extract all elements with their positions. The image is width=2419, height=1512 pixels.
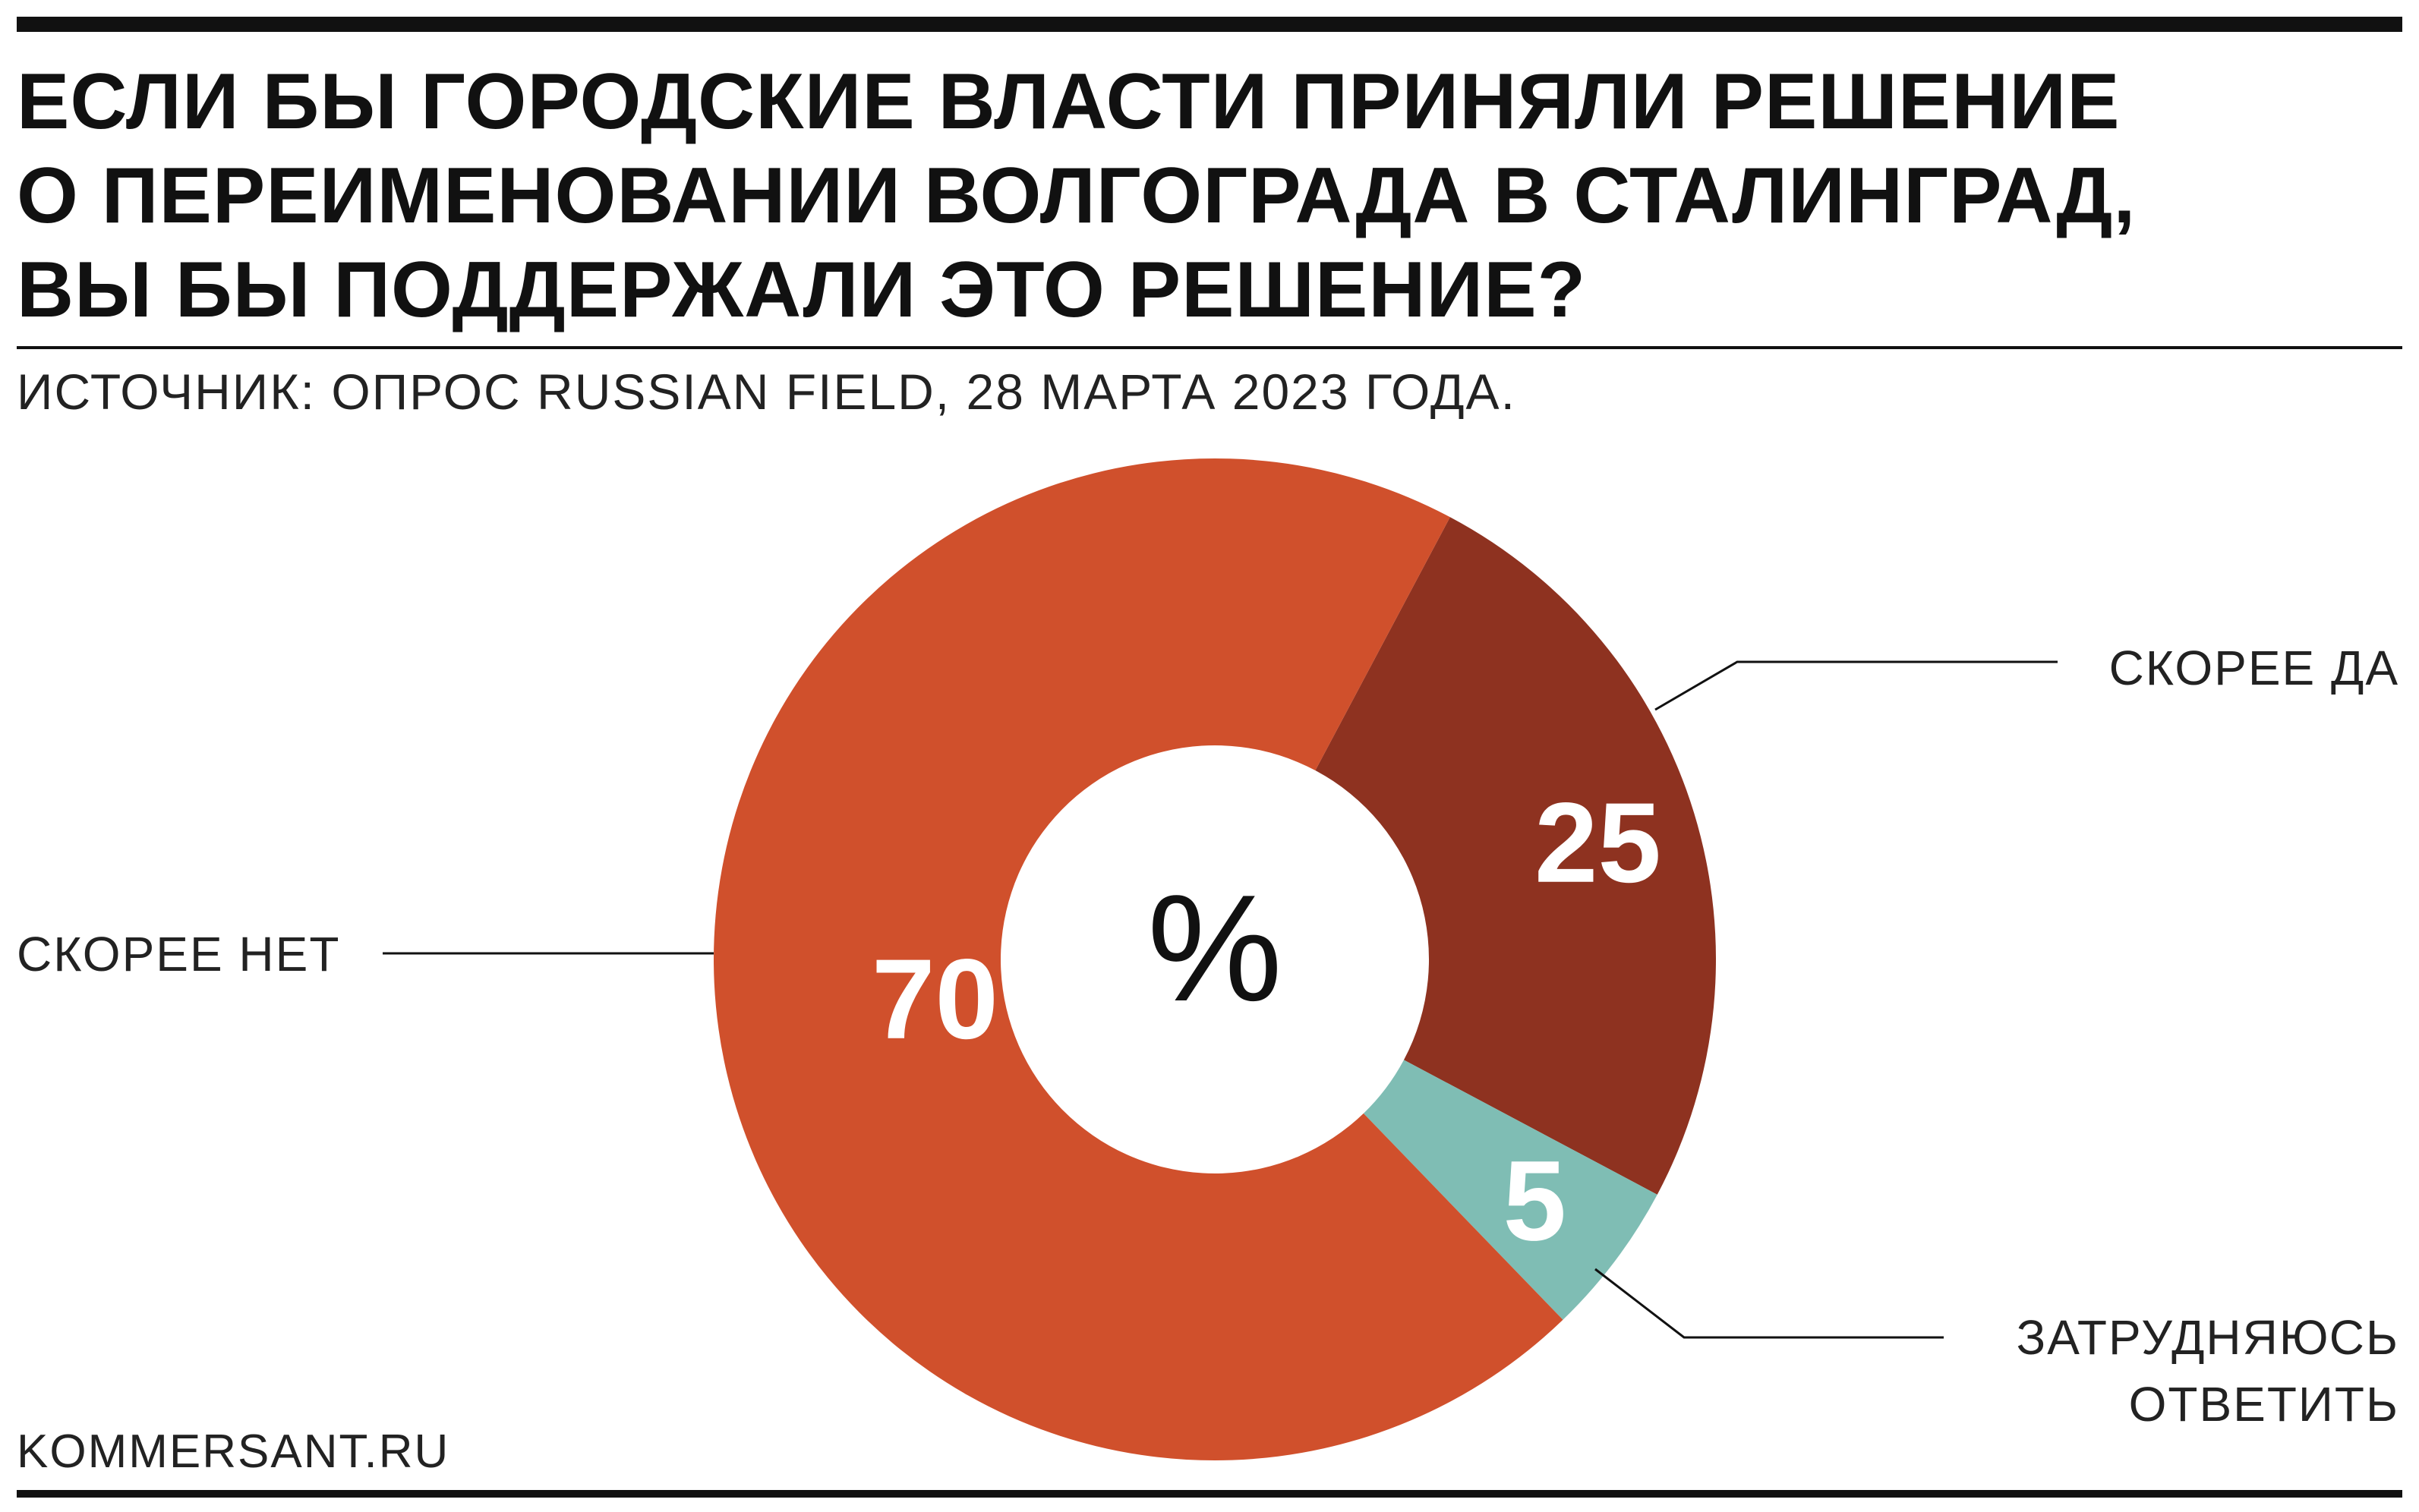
source-note: ИСТОЧНИК: ОПРОС RUSSIAN FIELD, 28 МАРТА … [17, 364, 1516, 420]
title-line-2: О ПЕРЕИМЕНОВАНИИ ВОЛГОГРАДА В СТАЛИНГРАД… [17, 152, 2137, 240]
slice-value-label-3: 70 [872, 935, 998, 1063]
slice-category-label-2-line-1: ЗАТРУДНЯЮСЬ [2017, 1310, 2399, 1365]
slices-layer [713, 458, 1716, 1460]
labels-layer: 25 СКОРЕЕ ДА 5 ЗАТРУДНЯЮСЬ ОТВЕТИТЬ 70 СКОРЕЕ … [17, 641, 2399, 1432]
title-line-3: ВЫ БЫ ПОДДЕРЖАЛИ ЭТО РЕШЕНИЕ? [17, 246, 1587, 334]
leader-line-2 [1594, 1268, 1944, 1339]
donut-slice-3 [713, 458, 1563, 1460]
bottom-rule [17, 1490, 2402, 1498]
title-divider [17, 346, 2402, 349]
slice-value-label-1: 25 [1534, 779, 1661, 906]
title-line-1: ЕСЛИ БЫ ГОРОДСКИЕ ВЛАСТИ ПРИНЯЛИ РЕШЕНИЕ [17, 58, 2121, 146]
top-rule [17, 17, 2402, 32]
leader-line-1 [1654, 660, 2058, 711]
chart-title: ЕСЛИ БЫ ГОРОДСКИЕ ВЛАСТИ ПРИНЯЛИ РЕШЕНИЕ… [17, 55, 2386, 337]
leader-lines [383, 660, 2058, 1339]
slice-category-label-1: СКОРЕЕ ДА [2109, 641, 2399, 695]
donut-slice-2 [1363, 1060, 1657, 1320]
slice-category-label-3: СКОРЕЕ НЕТ [17, 927, 340, 981]
donut-slice-1 [1315, 517, 1716, 1195]
center-percent-label: % [1147, 864, 1282, 1033]
slice-value-label-2: 5 [1503, 1136, 1566, 1264]
slice-category-label-2-line-2: ОТВЕТИТЬ [2129, 1377, 2399, 1432]
site-credit: KOMMERSANT.RU [17, 1425, 450, 1478]
